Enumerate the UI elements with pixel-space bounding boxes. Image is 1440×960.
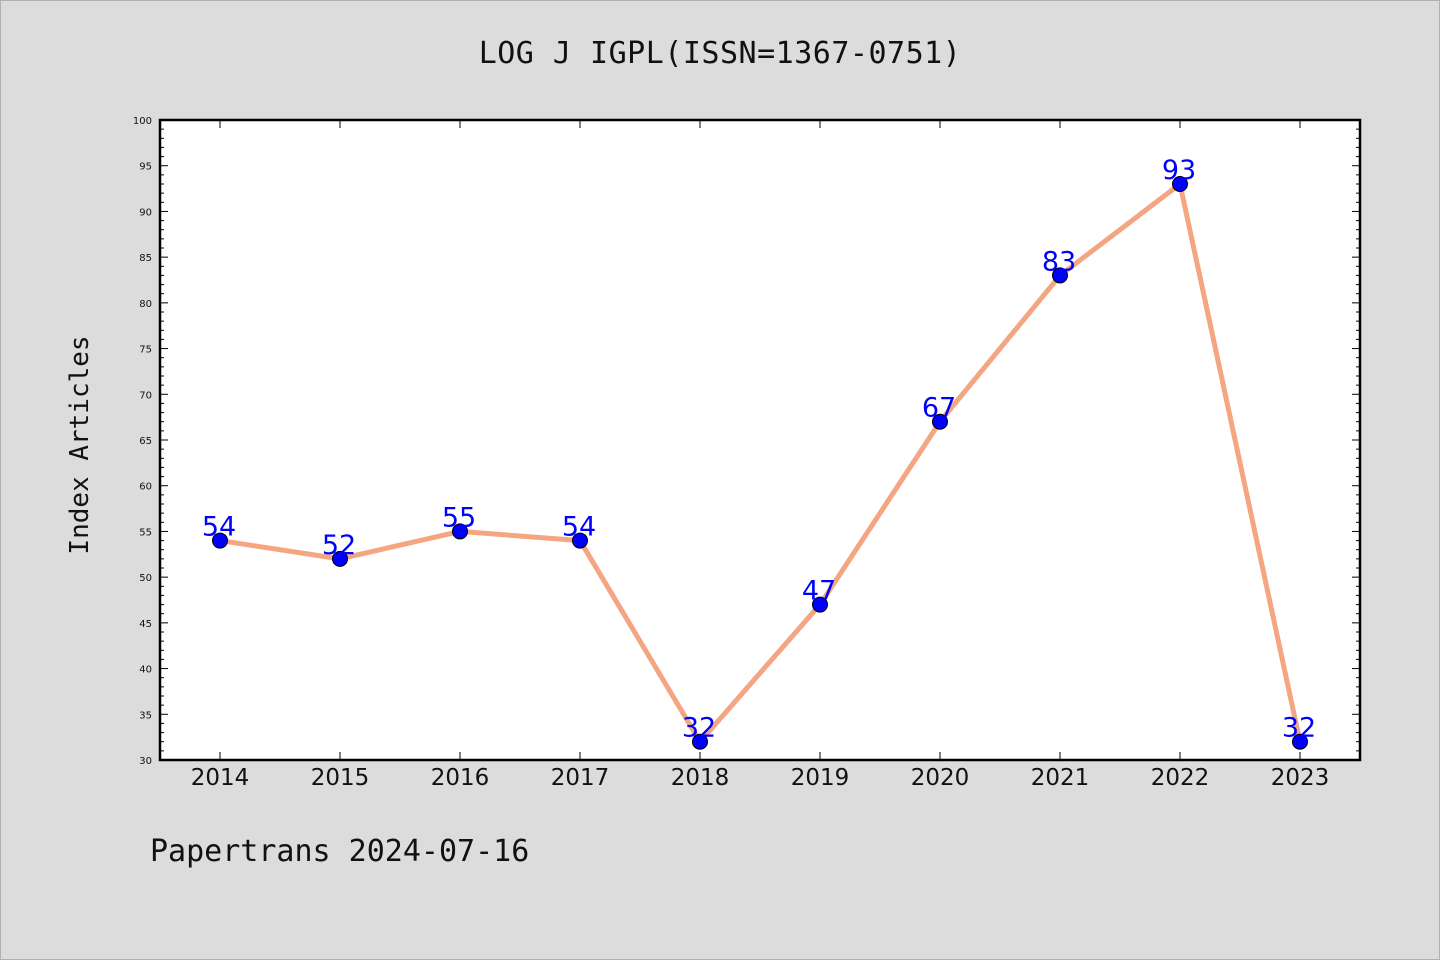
x-tick-label: 2014 xyxy=(191,765,250,791)
y-tick-label: 40 xyxy=(139,665,152,676)
x-tick-label: 2017 xyxy=(551,765,610,791)
data-point xyxy=(332,550,348,567)
x-tick-label: 2016 xyxy=(431,765,490,791)
x-axis: 2014 2015 2016 2017 2018 2019 2020 2021 2022 2023 xyxy=(191,120,1330,791)
data-label: 55 xyxy=(442,502,476,533)
data-label: 93 xyxy=(1162,155,1196,186)
y-tick-label: 50 xyxy=(139,573,152,584)
x-tick-label: 2023 xyxy=(1271,765,1330,791)
x-tick-label: 2020 xyxy=(911,765,970,791)
data-label: 83 xyxy=(1042,246,1076,277)
data-label: 54 xyxy=(202,512,236,543)
x-tick-label: 2021 xyxy=(1031,765,1090,791)
y-tick-label: 95 xyxy=(139,162,152,173)
y-tick-label: 45 xyxy=(139,619,152,630)
data-label: 52 xyxy=(322,530,356,561)
series-layer: 54 52 55 54 32 47 67 83 93 32 xyxy=(202,155,1316,750)
data-label: 54 xyxy=(562,512,596,543)
footer-text: Papertrans 2024-07-16 xyxy=(150,834,530,869)
data-label: 67 xyxy=(922,393,956,424)
y-tick-label: 60 xyxy=(139,482,152,493)
y-tick-label: 55 xyxy=(139,527,152,538)
x-tick-label: 2019 xyxy=(791,765,850,791)
plot-area xyxy=(158,118,1362,762)
x-tick-label: 2018 xyxy=(671,765,730,791)
y-tick-label: 35 xyxy=(139,710,152,721)
series-line xyxy=(219,181,1303,745)
y-tick-label: 75 xyxy=(139,345,152,356)
data-label: 32 xyxy=(682,713,716,744)
data-point xyxy=(572,532,588,549)
x-tick-label: 2022 xyxy=(1151,765,1210,791)
y-tick-label: 30 xyxy=(139,756,152,767)
data-point xyxy=(212,532,228,549)
y-tick-label: 90 xyxy=(139,207,152,218)
data-point xyxy=(812,596,828,613)
y-tick-label: 80 xyxy=(139,299,152,310)
data-point xyxy=(1292,733,1308,750)
data-point xyxy=(932,413,948,430)
y-axis: 30 35 40 45 50 55 60 65 70 75 80 85 90 95 100 xyxy=(133,116,1360,767)
x-tick-label: 2015 xyxy=(311,765,370,791)
data-point xyxy=(1052,267,1068,284)
y-tick-label: 70 xyxy=(139,390,152,401)
data-point xyxy=(1172,176,1188,192)
y-tick-label: 100 xyxy=(133,116,152,127)
y-tick-label: 85 xyxy=(139,253,152,264)
data-label: 47 xyxy=(802,576,836,607)
data-point xyxy=(692,733,708,750)
data-label: 32 xyxy=(1282,713,1316,744)
chart-title: LOG J IGPL(ISSN=1367-0751) xyxy=(478,36,962,71)
data-point xyxy=(452,523,468,540)
y-tick-label: 65 xyxy=(139,436,152,447)
